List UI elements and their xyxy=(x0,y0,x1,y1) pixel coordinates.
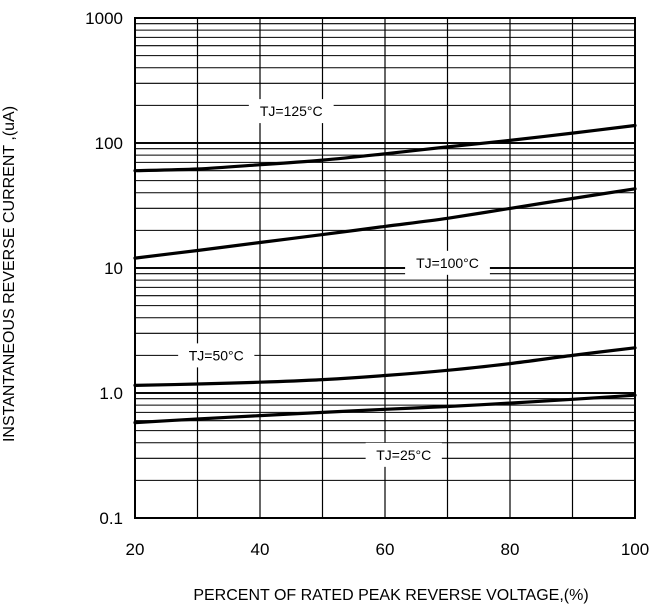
series-label: TJ=125°C xyxy=(248,99,334,124)
series-line xyxy=(133,393,637,425)
series-lines xyxy=(133,123,637,425)
y-tick-label: 0.1 xyxy=(99,509,123,528)
grid xyxy=(135,18,635,518)
y-tick-label: 10 xyxy=(104,259,123,278)
series-label: TJ=100°C xyxy=(405,250,490,275)
series-line xyxy=(133,187,637,260)
series-label-text: TJ=50°C xyxy=(189,347,244,363)
series-label-text: TJ=25°C xyxy=(376,447,431,463)
series-label-background xyxy=(178,343,255,368)
y-tick-label: 1000 xyxy=(85,9,123,28)
y-tick-label: 1.0 xyxy=(99,384,123,403)
x-tick-label: 100 xyxy=(621,540,649,559)
tick-labels: 20 40 60 80 100 0.1 1.0 10 100 1000 xyxy=(85,9,649,559)
series-label: TJ=50°C xyxy=(178,343,255,368)
y-tick-label: 100 xyxy=(95,134,123,153)
series-line xyxy=(133,346,637,387)
x-tick-label: 60 xyxy=(376,540,395,559)
series-labels: TJ=125°C TJ=100°C TJ=50°C TJ=25°C xyxy=(178,99,490,467)
y-axis-label: INSTANTANEOUS REVERSE CURRENT ,(uA) xyxy=(1,106,18,442)
series-label-background xyxy=(248,99,334,124)
x-axis-label: PERCENT OF RATED PEAK REVERSE VOLTAGE,(%… xyxy=(193,587,588,604)
series-label-background xyxy=(365,442,442,467)
x-tick-label: 40 xyxy=(251,540,270,559)
x-tick-label: 80 xyxy=(501,540,520,559)
x-tick-label: 20 xyxy=(126,540,145,559)
plot-frame xyxy=(134,17,636,519)
series-label-text: TJ=125°C xyxy=(260,103,323,119)
series-label: TJ=25°C xyxy=(365,442,442,467)
series-label-text: TJ=100°C xyxy=(416,255,479,271)
series-line xyxy=(133,123,637,173)
series-label-background xyxy=(405,250,490,275)
